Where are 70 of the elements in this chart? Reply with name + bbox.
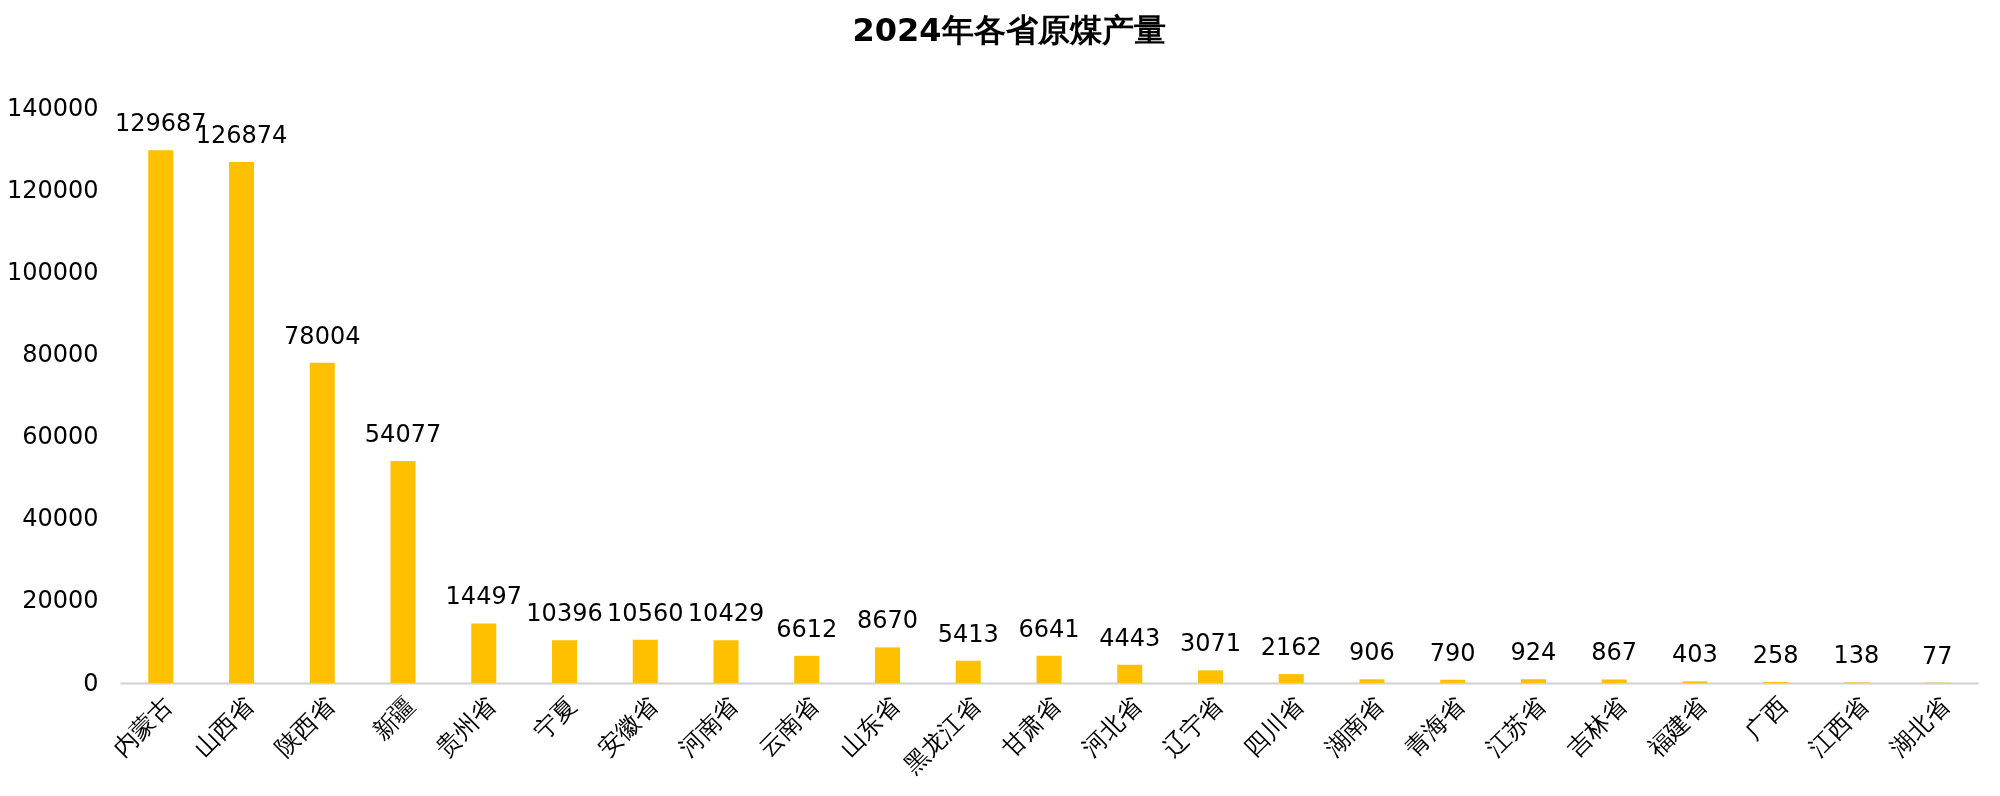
x-tick-label: 青海省 — [1399, 691, 1471, 763]
x-tick-label: 贵州省 — [430, 691, 502, 763]
data-label: 3071 — [1179, 629, 1242, 658]
bar — [955, 660, 981, 683]
x-tick-label: 河北省 — [1076, 691, 1148, 763]
x-tick-label: 四川省 — [1238, 691, 1309, 763]
data-label: 10429 — [687, 599, 765, 628]
data-label: 2162 — [1260, 633, 1322, 662]
bar — [229, 161, 255, 683]
bar — [1278, 674, 1304, 683]
bar — [713, 640, 739, 683]
bar — [874, 647, 901, 683]
data-label: 906 — [1349, 638, 1395, 667]
data-label: 10560 — [607, 598, 684, 627]
data-label: 403 — [1672, 640, 1718, 669]
bar — [309, 362, 335, 683]
data-label: 258 — [1752, 640, 1799, 669]
x-tick-label: 山西省 — [188, 691, 260, 763]
x-tick-label: 吉林省 — [1561, 691, 1632, 763]
bar — [1440, 679, 1466, 683]
x-tick-label: 湖北省 — [1884, 691, 1955, 763]
data-label: 77 — [1921, 641, 1953, 670]
x-tick-label: 安徽省 — [592, 691, 663, 763]
x-tick-label: 宁夏 — [528, 691, 583, 746]
x-tick-label: 云南省 — [753, 691, 825, 763]
data-label: 78004 — [284, 321, 361, 350]
y-tick-label: 120000 — [6, 175, 99, 204]
y-tick-label: 80000 — [22, 339, 99, 368]
x-tick-label: 内蒙古 — [107, 691, 179, 763]
bar — [1197, 670, 1224, 683]
x-tick-label: 江苏省 — [1480, 691, 1552, 763]
x-tick-label: 河南省 — [672, 691, 744, 763]
y-tick-label: 140000 — [6, 93, 99, 122]
data-label: 6612 — [776, 614, 838, 643]
data-label: 924 — [1510, 638, 1557, 667]
bar — [1117, 664, 1143, 683]
x-tick-label: 江西省 — [1803, 691, 1875, 763]
x-tick-label: 新疆 — [366, 691, 421, 746]
data-label: 54077 — [364, 419, 442, 448]
y-tick-label: 100000 — [6, 257, 99, 286]
data-label: 4443 — [1099, 623, 1161, 652]
y-tick-label: 40000 — [22, 504, 99, 533]
x-tick-label: 广西 — [1739, 691, 1794, 746]
bar — [632, 639, 658, 683]
y-tick-label: 20000 — [22, 586, 99, 615]
x-tick-label: 甘肃省 — [995, 691, 1067, 763]
bar — [1359, 679, 1385, 683]
data-label: 8670 — [856, 606, 919, 635]
y-tick-label: 0 — [83, 668, 99, 697]
bar — [552, 640, 578, 683]
data-label: 6641 — [1018, 614, 1080, 643]
bar — [794, 655, 820, 683]
bar — [471, 623, 497, 683]
y-tick-label: 60000 — [22, 422, 99, 451]
x-tick-label: 福建省 — [1641, 691, 1713, 763]
data-label: 790 — [1429, 638, 1476, 667]
x-tick-label: 陕西省 — [269, 691, 340, 763]
x-tick-label: 辽宁省 — [1157, 691, 1229, 763]
bar — [148, 150, 174, 683]
bar — [1036, 655, 1062, 683]
chart-title: 2024年各省原煤产量 — [852, 11, 1166, 49]
data-label: 138 — [1833, 641, 1880, 670]
bar — [390, 460, 416, 683]
bar — [1520, 679, 1546, 683]
data-label: 10396 — [526, 599, 603, 628]
data-label: 867 — [1591, 638, 1638, 667]
data-label: 14497 — [445, 582, 522, 611]
x-tick-label: 湖南省 — [1318, 691, 1390, 763]
data-label: 5413 — [937, 619, 999, 648]
bar — [1601, 679, 1627, 683]
